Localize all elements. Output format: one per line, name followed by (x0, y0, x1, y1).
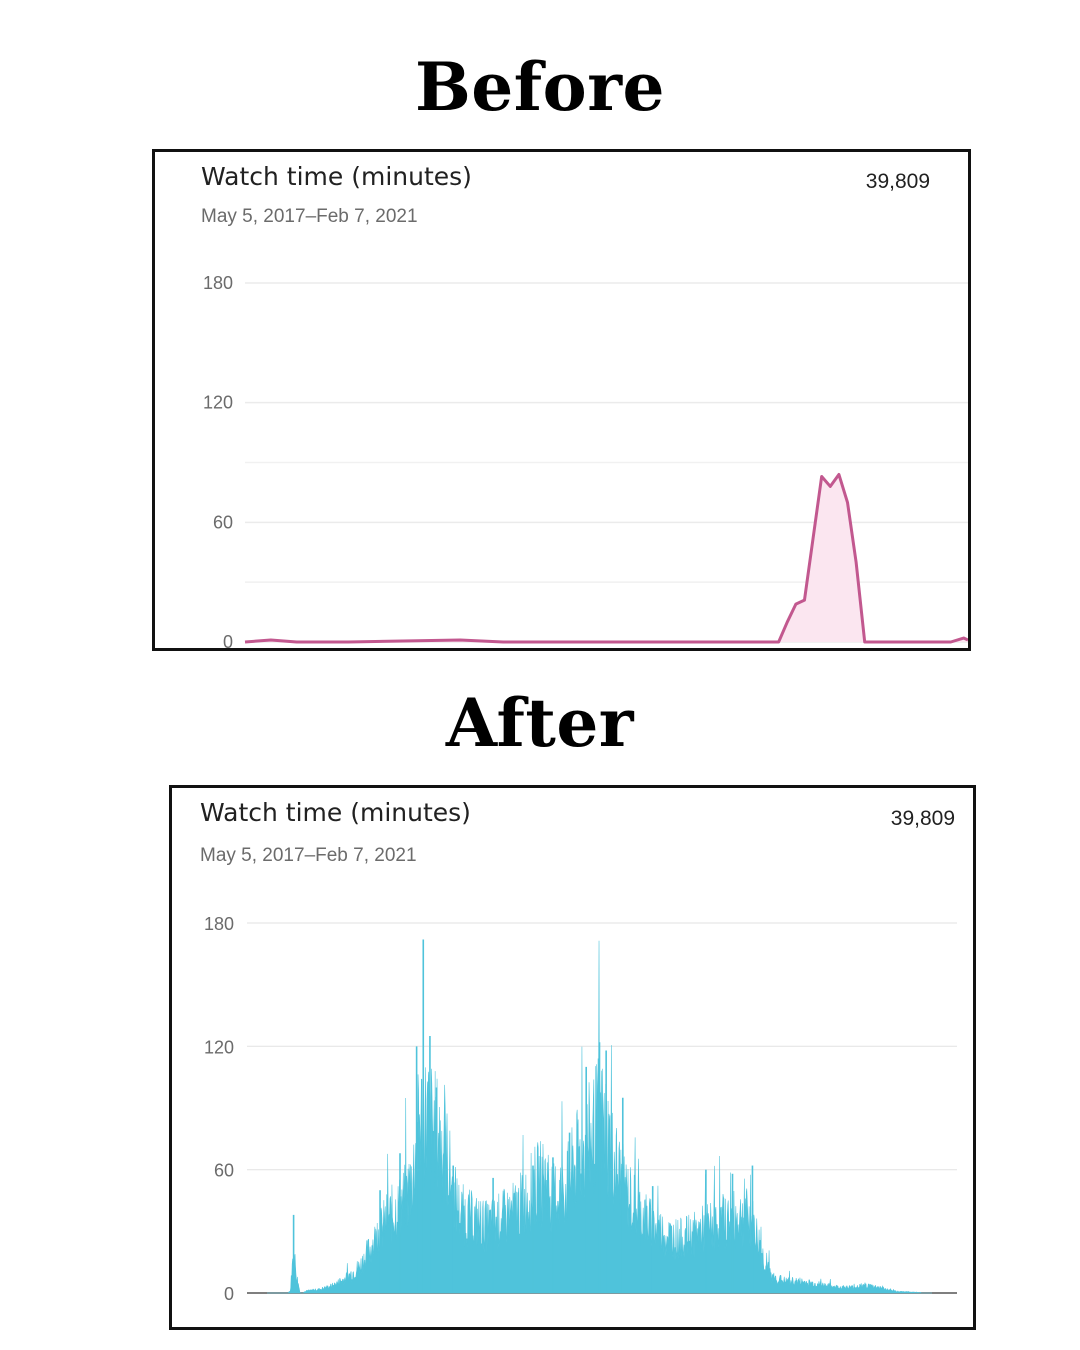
chart-title: Watch time (minutes) (200, 798, 471, 827)
area-fill (245, 474, 968, 642)
y-tick-label: 120 (203, 393, 233, 413)
before-heading: Before (415, 48, 665, 126)
y-tick-label: 180 (203, 273, 233, 293)
date-range: May 5, 2017–Feb 7, 2021 (201, 206, 418, 227)
total-value: 39,809 (890, 807, 955, 830)
after-chart-plot: 0 60 120 180 (204, 914, 957, 1304)
y-tick-label: 60 (213, 512, 233, 532)
after-heading: After (445, 684, 635, 762)
y-tick-label: 0 (224, 1284, 234, 1304)
before-chart-plot: 0 60 120 180 (203, 273, 968, 648)
chart-title: Watch time (minutes) (201, 162, 472, 191)
before-chart-card: Watch time (minutes) May 5, 2017–Feb 7, … (152, 149, 971, 651)
y-tick-label: 120 (204, 1037, 234, 1057)
total-value: 39,809 (865, 170, 930, 193)
y-tick-label: 0 (223, 632, 233, 648)
y-tick-label: 180 (204, 914, 234, 934)
after-chart-card: Watch time (minutes) May 5, 2017–Feb 7, … (169, 785, 976, 1330)
date-range: May 5, 2017–Feb 7, 2021 (200, 845, 417, 866)
y-tick-label: 60 (214, 1161, 234, 1181)
series-line (244, 472, 968, 644)
